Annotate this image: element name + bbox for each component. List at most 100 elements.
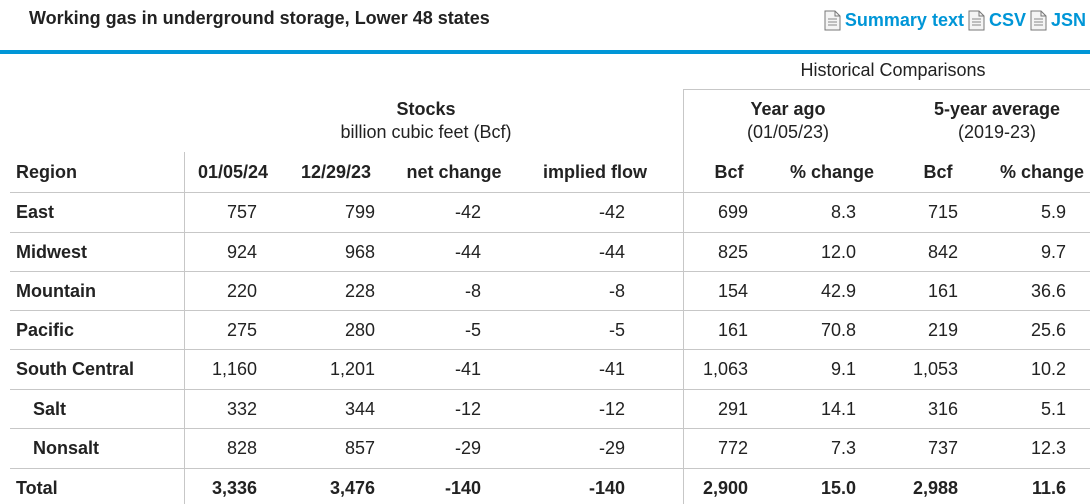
cell-avg-bcf: 737 (927, 438, 958, 458)
cell-prior-week: 228 (344, 281, 375, 301)
cell-year-ago-bcf: 291 (717, 399, 748, 419)
column-header-year-ago-bcf: Bcf (714, 162, 744, 182)
cell-avg-bcf: 1,053 (912, 359, 958, 379)
cell-net-change: -8 (464, 281, 481, 301)
cell-year-ago-pct-change: 12.0 (820, 242, 856, 262)
cell-net-change: -29 (454, 438, 481, 458)
summary-text-link[interactable]: Summary text (824, 10, 964, 31)
cell-year-ago-pct-change: 9.1 (830, 359, 856, 379)
cell-net-change: -41 (454, 359, 481, 379)
document-icon (824, 10, 841, 31)
summary-text-link-label[interactable]: Summary text (844, 10, 964, 30)
cell-net-change: -12 (454, 399, 481, 419)
column-header-prior-week: 12/29/23 (300, 162, 372, 182)
cell-current-week: 924 (226, 242, 257, 262)
cell-year-ago-pct-change: 14.1 (820, 399, 856, 419)
cell-avg-pct-change: 25.6 (1030, 320, 1066, 340)
cell-avg-bcf: 842 (927, 242, 958, 262)
cell-year-ago-pct-change: 70.8 (820, 320, 856, 340)
column-header-avg-pct: % change (999, 162, 1085, 182)
cell-avg-pct-change: 12.3 (1030, 438, 1066, 458)
row-divider (10, 349, 1090, 350)
cell-net-change: -5 (464, 320, 481, 340)
column-header-net-change: net change (406, 162, 502, 182)
report-header: Working gas in underground storage, Lowe… (0, 0, 1090, 54)
cell-current-week: 1,160 (211, 359, 257, 379)
group-divider (683, 89, 1090, 90)
cell-year-ago-pct-change: 7.3 (830, 438, 856, 458)
region-name: Total (16, 478, 58, 498)
cell-year-ago-bcf: 161 (717, 320, 748, 340)
stocks-header: Stocks (396, 99, 456, 119)
cell-year-ago-bcf: 1,063 (702, 359, 748, 379)
cell-year-ago-pct-change: 42.9 (820, 281, 856, 301)
cell-avg-bcf: 2,988 (912, 478, 958, 498)
csv-link[interactable]: CSV (968, 10, 1026, 31)
cell-implied-flow: -44 (598, 242, 625, 262)
cell-implied-flow: -8 (608, 281, 625, 301)
cell-avg-pct-change: 10.2 (1030, 359, 1066, 379)
cell-implied-flow: -42 (598, 202, 625, 222)
cell-year-ago-bcf: 772 (717, 438, 748, 458)
document-icon (968, 10, 985, 31)
cell-year-ago-pct-change: 8.3 (830, 202, 856, 222)
cell-net-change: -140 (444, 478, 481, 498)
cell-year-ago-bcf: 825 (717, 242, 748, 262)
cell-net-change: -42 (454, 202, 481, 222)
cell-prior-week: 857 (344, 438, 375, 458)
cell-avg-pct-change: 5.1 (1040, 399, 1066, 419)
column-header-avg-bcf: Bcf (923, 162, 953, 182)
cell-avg-pct-change: 36.6 (1030, 281, 1066, 301)
cell-prior-week: 799 (344, 202, 375, 222)
document-icon (1030, 10, 1047, 31)
page-title: Working gas in underground storage, Lowe… (29, 8, 490, 28)
region-name: East (16, 202, 55, 222)
region-name: Mountain (16, 281, 96, 301)
region-name: South Central (16, 359, 135, 379)
row-divider (10, 468, 1090, 469)
cell-avg-bcf: 219 (927, 320, 958, 340)
cell-prior-week: 968 (344, 242, 375, 262)
cell-avg-pct-change: 5.9 (1040, 202, 1066, 222)
row-divider (10, 389, 1090, 390)
cell-prior-week: 280 (344, 320, 375, 340)
row-divider (10, 232, 1090, 233)
json-link[interactable]: JSN (1030, 10, 1086, 31)
year-ago-header: Year ago (750, 99, 826, 119)
cell-implied-flow: -140 (588, 478, 625, 498)
csv-link-label[interactable]: CSV (988, 10, 1026, 30)
cell-implied-flow: -12 (598, 399, 625, 419)
cell-current-week: 275 (226, 320, 257, 340)
cell-current-week: 220 (226, 281, 257, 301)
cell-year-ago-pct-change: 15.0 (820, 478, 856, 498)
region-name: Pacific (16, 320, 75, 340)
historical-comparisons-header: Historical Comparisons (800, 60, 986, 80)
column-header-year-ago-pct: % change (789, 162, 875, 182)
row-divider (10, 271, 1090, 272)
cell-prior-week: 344 (344, 399, 375, 419)
row-divider (10, 192, 1090, 193)
region-name: Salt (33, 399, 67, 419)
cell-avg-pct-change: 9.7 (1040, 242, 1066, 262)
cell-current-week: 828 (226, 438, 257, 458)
region-name: Nonsalt (33, 438, 100, 458)
five-year-average-range: (2019-23) (957, 122, 1037, 142)
year-ago-date: (01/05/23) (746, 122, 830, 142)
five-year-average-header: 5-year average (933, 99, 1061, 119)
cell-implied-flow: -29 (598, 438, 625, 458)
cell-year-ago-bcf: 699 (717, 202, 748, 222)
json-link-label[interactable]: JSN (1050, 10, 1086, 30)
row-divider (10, 310, 1090, 311)
cell-net-change: -44 (454, 242, 481, 262)
cell-year-ago-bcf: 154 (717, 281, 748, 301)
cell-current-week: 332 (226, 399, 257, 419)
cell-implied-flow: -41 (598, 359, 625, 379)
cell-implied-flow: -5 (608, 320, 625, 340)
section-divider (184, 152, 185, 504)
column-header-current-week: 01/05/24 (197, 162, 269, 182)
cell-year-ago-bcf: 2,900 (702, 478, 748, 498)
download-links: Summary text CSV JSN (820, 10, 1086, 31)
cell-avg-bcf: 316 (927, 399, 958, 419)
cell-prior-week: 3,476 (329, 478, 375, 498)
column-header-implied-flow: implied flow (542, 162, 648, 182)
